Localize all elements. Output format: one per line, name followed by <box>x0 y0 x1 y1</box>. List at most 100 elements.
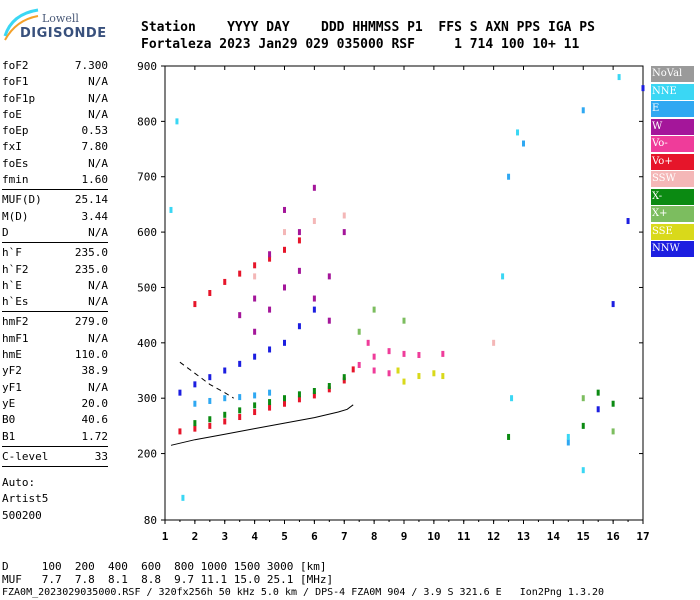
param-label: h`E <box>2 278 22 292</box>
x-tick-label: 10 <box>427 530 440 543</box>
legend-item-sse: SSE <box>651 223 694 240</box>
param-value: 1.60 <box>81 173 109 187</box>
param-value: 110.0 <box>74 348 108 362</box>
data-point <box>223 411 227 418</box>
data-point <box>312 306 316 313</box>
data-point <box>283 395 286 402</box>
data-point <box>596 389 600 396</box>
data-point <box>617 74 621 81</box>
data-point <box>501 273 505 280</box>
param-row-hmf2: hmF2 279.0 <box>2 314 108 330</box>
x-tick-label: 14 <box>547 530 561 543</box>
y-tick-label: 700 <box>137 171 157 184</box>
param-label: foEp <box>2 124 29 138</box>
data-point <box>516 129 520 136</box>
data-point <box>253 409 257 416</box>
series-ssw <box>253 212 496 346</box>
data-point <box>208 422 212 429</box>
series-nnw <box>178 85 645 413</box>
param-divider <box>2 189 108 191</box>
chart-profile-lines <box>170 361 354 446</box>
param-label: foF2 <box>2 59 29 72</box>
logo-swoosh-icon <box>3 8 39 41</box>
param-row-yf1: yF1 N/A <box>2 380 108 396</box>
data-point <box>175 118 179 125</box>
data-point <box>297 396 301 403</box>
param-label: foEs <box>2 156 29 170</box>
data-point <box>268 404 272 411</box>
data-point <box>193 425 197 432</box>
data-point <box>268 251 272 258</box>
x-tick-label: 6 <box>311 530 318 543</box>
data-point <box>492 339 496 346</box>
data-point <box>507 173 511 180</box>
data-point <box>372 306 376 313</box>
param-value: 33 <box>94 449 108 463</box>
y-tick-label: 600 <box>137 226 157 239</box>
data-point <box>223 278 227 285</box>
logo-text-digisonde: DIGISONDE <box>20 26 107 41</box>
param-row-md: M(D) 3.44 <box>2 209 108 225</box>
x-tick-label: 8 <box>371 530 378 543</box>
param-label: hmE <box>2 348 22 362</box>
chart-points <box>169 74 645 501</box>
data-point <box>626 218 630 225</box>
param-row-hf2: h`F2 235.0 <box>2 262 108 278</box>
legend-item-x: X- <box>651 188 694 205</box>
param-row-he: h`E N/A <box>2 278 108 294</box>
data-point <box>522 140 525 147</box>
digisonde-logo: Lowell DIGISONDE <box>2 6 132 46</box>
param-row-b1: B1 1.72 <box>2 429 108 445</box>
data-point <box>327 386 331 393</box>
param-label: B1 <box>2 429 16 443</box>
param-label: yF2 <box>2 364 22 378</box>
param-row-mufd: MUF(D) 25.14 <box>2 192 108 208</box>
x-tick-label: 17 <box>636 530 649 543</box>
param-row-fof1p: foF1p N/A <box>2 91 108 107</box>
data-point <box>193 381 197 388</box>
param-label: h`F2 <box>2 262 29 276</box>
data-point <box>283 400 286 407</box>
data-point <box>372 367 376 374</box>
param-divider <box>2 466 108 468</box>
data-point <box>342 212 346 219</box>
param-value: 38.9 <box>81 364 109 378</box>
data-point <box>297 323 301 330</box>
x-tick-label: 7 <box>341 530 348 543</box>
data-point <box>268 255 272 262</box>
series-w <box>238 184 346 335</box>
param-value: 279.0 <box>74 315 108 329</box>
header-line-1: Station YYYY DAY DDD HHMMSS P1 FFS S AXN… <box>141 20 595 35</box>
data-point <box>297 229 301 236</box>
data-point <box>342 374 346 381</box>
data-point <box>253 353 257 360</box>
legend-item-nne: NNE <box>651 83 694 100</box>
param-row-ye: yE 20.0 <box>2 396 108 412</box>
data-point <box>297 267 301 274</box>
data-point <box>581 467 585 474</box>
param-row-foe: foE N/A <box>2 107 108 123</box>
data-point <box>283 206 286 213</box>
param-value: 1.72 <box>81 429 109 443</box>
param-value: N/A <box>88 91 108 105</box>
param-row-hf: h`F 235.0 <box>2 245 108 261</box>
param-value: N/A <box>88 156 108 170</box>
x-tick-label: 16 <box>607 530 621 543</box>
data-point <box>208 290 212 296</box>
y-tick-label: 400 <box>137 337 157 350</box>
chart-legend: NoVal NNE E W Vo- Vo+ SSW X- X+ SSE NNW <box>651 66 694 259</box>
legend-item-ssw: SSW <box>651 171 694 187</box>
param-label: C-level <box>2 449 49 463</box>
data-point <box>402 317 406 324</box>
data-point <box>581 422 585 429</box>
y-tick-label: 300 <box>137 392 157 405</box>
series-e <box>193 107 585 446</box>
param-value: 40.6 <box>81 413 109 427</box>
param-value: 7.80 <box>81 140 109 154</box>
param-value: 7.300 <box>74 59 108 72</box>
param-label: foF1p <box>2 91 36 105</box>
data-point <box>312 387 316 394</box>
x-tick-label: 5 <box>281 530 288 543</box>
data-point <box>297 391 301 398</box>
